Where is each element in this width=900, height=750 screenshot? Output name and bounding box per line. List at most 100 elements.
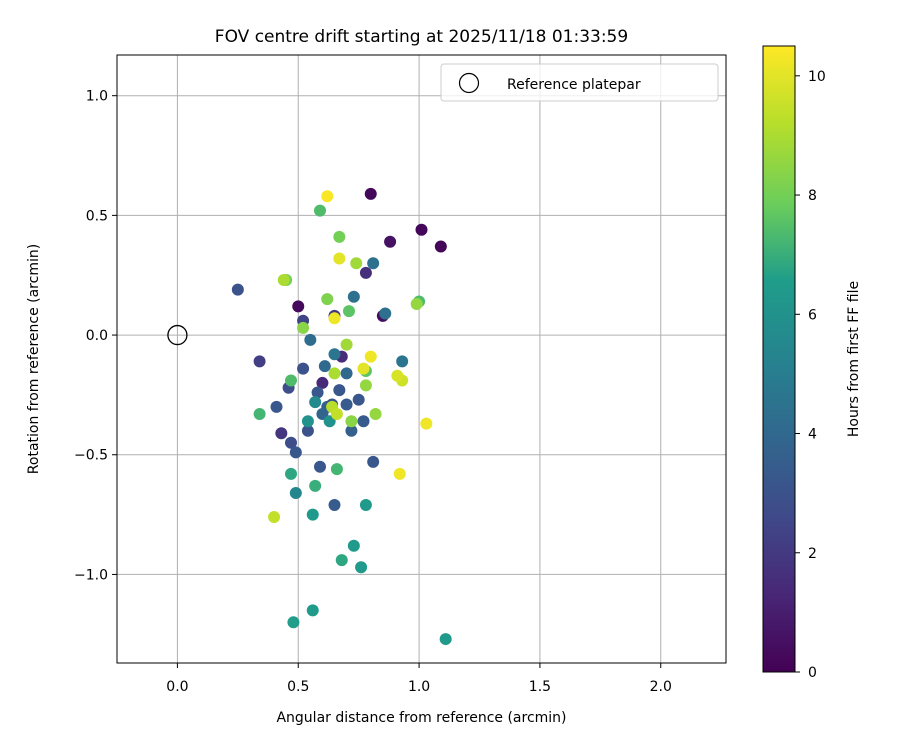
colorbar-tick-label: 4 — [808, 427, 817, 443]
data-point — [289, 487, 302, 500]
data-point — [434, 240, 447, 253]
x-tick-label: 1.5 — [529, 679, 551, 695]
data-point — [343, 305, 355, 318]
data-point — [328, 348, 341, 361]
y-axis-ticks: −1.0 −0.5 0.0 0.5 1.0 — [74, 89, 117, 583]
colorbar: 0 2 4 6 8 10 Hours from first FF file — [762, 45, 862, 681]
data-point — [333, 230, 346, 243]
data-point — [384, 235, 397, 248]
data-point — [270, 400, 283, 413]
data-point — [396, 355, 409, 368]
x-axis-label: Angular distance from reference (arcmin) — [276, 710, 566, 726]
data-point — [364, 187, 377, 200]
y-tick-label: 1.0 — [86, 89, 108, 105]
legend-entry-reference-platepar: Reference platepar — [507, 77, 641, 93]
data-point — [379, 307, 392, 320]
data-point — [306, 508, 319, 521]
data-point — [347, 290, 360, 303]
data-point — [321, 293, 334, 306]
data-point — [340, 338, 353, 351]
data-point — [318, 360, 331, 373]
data-point — [321, 190, 334, 203]
data-point — [297, 362, 310, 375]
data-point — [345, 415, 358, 428]
data-point — [301, 424, 314, 437]
data-point — [304, 333, 317, 346]
x-tick-label: 0.5 — [287, 679, 309, 695]
data-point — [420, 417, 433, 430]
data-point — [309, 479, 322, 492]
data-point — [306, 604, 319, 617]
data-point — [328, 499, 341, 512]
data-point — [357, 415, 370, 428]
data-point — [289, 446, 302, 459]
data-point — [355, 561, 368, 574]
plot-frame — [116, 54, 727, 664]
data-point — [285, 436, 297, 449]
y-tick-label: 0.0 — [86, 328, 108, 344]
x-tick-label: 2.0 — [650, 679, 672, 695]
data-point — [340, 398, 353, 411]
data-point — [328, 367, 341, 380]
data-point — [357, 362, 370, 375]
data-point — [275, 427, 288, 440]
data-point — [391, 369, 404, 382]
colorbar-label: Hours from first FF file — [846, 281, 862, 437]
data-point — [367, 455, 380, 468]
data-point — [350, 257, 363, 270]
data-point — [330, 408, 343, 421]
data-point — [292, 300, 305, 313]
data-point — [393, 467, 406, 480]
colorbar-tick-label: 2 — [808, 546, 817, 562]
colorbar-tick-label: 0 — [808, 665, 817, 681]
colorbar-tick-label: 10 — [808, 69, 826, 85]
data-point — [314, 204, 326, 217]
data-point — [253, 355, 266, 368]
data-point — [268, 510, 281, 523]
data-point — [359, 499, 372, 512]
data-point — [359, 266, 372, 279]
data-point — [369, 408, 382, 421]
data-point — [333, 384, 346, 397]
data-point — [364, 350, 377, 363]
data-point — [287, 616, 300, 629]
data-point — [285, 467, 297, 480]
scatter-points — [231, 187, 452, 646]
data-point — [301, 415, 314, 428]
data-point — [347, 539, 360, 552]
data-point — [359, 379, 372, 392]
data-point — [297, 321, 310, 334]
legend: Reference platepar — [440, 63, 719, 102]
colorbar-gradient — [762, 45, 796, 673]
chart-title: FOV centre drift starting at 2025/11/18 … — [215, 27, 628, 47]
data-point — [345, 424, 358, 437]
data-point — [253, 408, 266, 421]
data-point — [333, 252, 346, 265]
data-point — [328, 312, 341, 325]
grid-lines — [117, 55, 726, 663]
x-tick-label: 1.0 — [408, 679, 430, 695]
y-axis-label: Rotation from reference (arcmin) — [26, 244, 42, 474]
data-point — [352, 393, 365, 406]
data-point — [311, 386, 324, 399]
data-point — [415, 223, 428, 236]
colorbar-tick-label: 6 — [808, 307, 817, 323]
y-tick-label: 0.5 — [86, 208, 108, 224]
legend-reference-marker — [458, 72, 480, 94]
data-point — [330, 463, 343, 476]
colorbar-ticks: 0 2 4 6 8 10 — [795, 69, 826, 681]
data-point — [439, 633, 452, 646]
data-point — [335, 554, 348, 567]
data-point — [285, 374, 297, 387]
colorbar-tick-label: 8 — [808, 188, 817, 204]
data-point — [410, 297, 423, 310]
y-tick-label: −1.0 — [74, 567, 108, 583]
data-point — [231, 283, 244, 296]
data-point — [316, 376, 329, 389]
y-tick-label: −0.5 — [74, 448, 108, 464]
reference-platepar-marker — [167, 324, 188, 346]
data-point — [309, 396, 322, 409]
x-tick-label: 0.0 — [166, 679, 188, 695]
data-point — [314, 460, 326, 473]
